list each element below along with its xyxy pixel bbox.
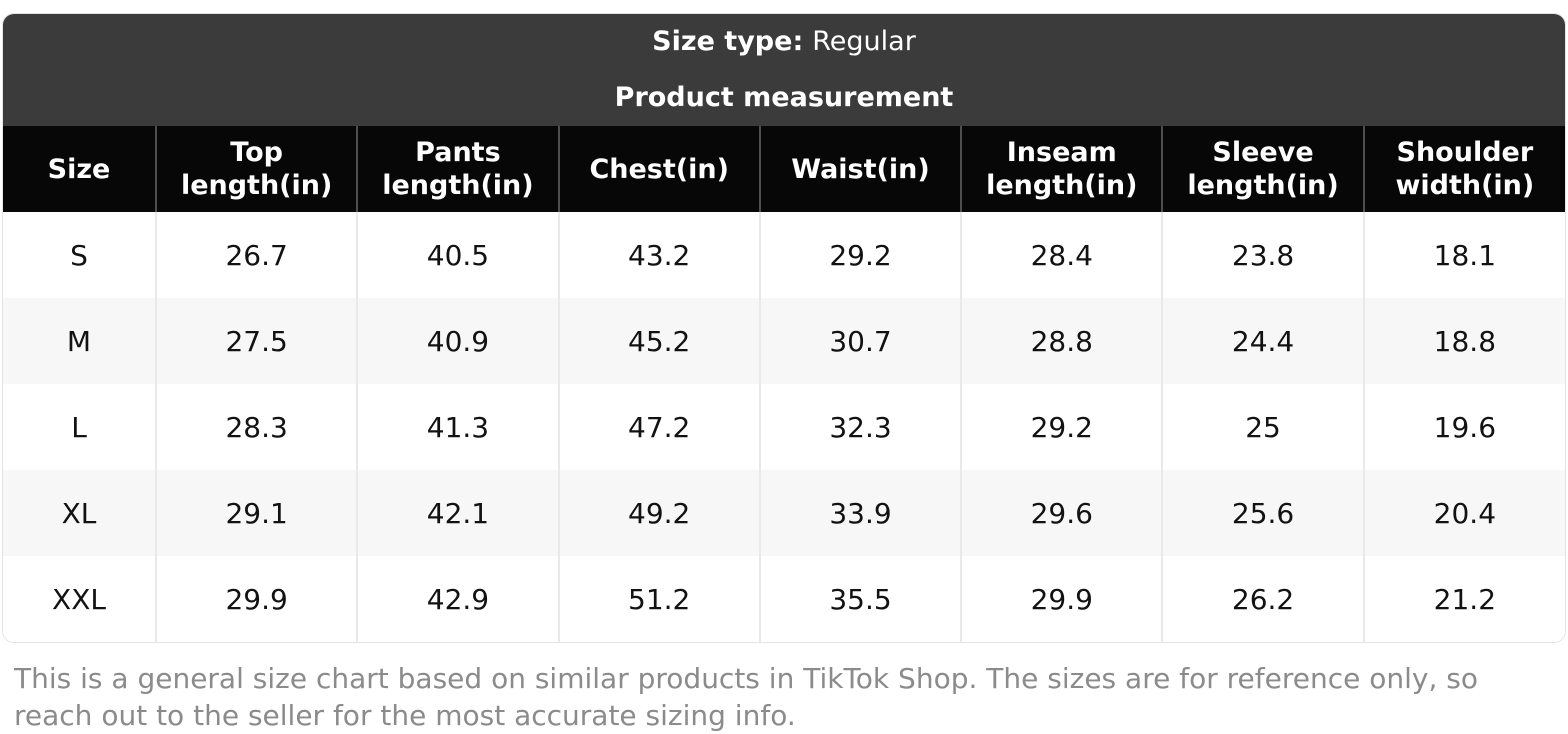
value-cell: 51.2 (557, 556, 760, 642)
column-header-top-length: Top length(in) (154, 126, 358, 212)
value-cell: 29.6 (960, 470, 1163, 556)
size-cell: XL (3, 470, 156, 556)
value-cell: 33.9 (758, 470, 962, 556)
size-type-label: Size type: (652, 26, 804, 57)
value-cell: 47.2 (557, 384, 760, 470)
value-cell: 28.4 (960, 212, 1163, 298)
value-cell: 24.4 (1161, 298, 1364, 384)
value-cell: 30.7 (758, 298, 962, 384)
value-cell: 42.1 (356, 470, 559, 556)
value-cell: 28.8 (960, 298, 1163, 384)
size-chart-banner: Size type: Regular Product measurement (3, 14, 1565, 126)
table-row-xxl: XXL 29.9 42.9 51.2 35.5 29.9 26.2 21.2 (3, 556, 1565, 642)
value-cell: 20.4 (1362, 470, 1565, 556)
value-cell: 42.9 (356, 556, 559, 642)
value-cell: 23.8 (1161, 212, 1364, 298)
column-header-chest: Chest(in) (557, 126, 760, 212)
value-cell: 29.1 (154, 470, 358, 556)
size-cell: S (3, 212, 156, 298)
column-header-waist: Waist(in) (758, 126, 962, 212)
value-cell: 35.5 (758, 556, 962, 642)
size-table: Size Top length(in) Pants length(in) Che… (3, 126, 1565, 642)
value-cell: 43.2 (557, 212, 760, 298)
value-cell: 26.7 (154, 212, 358, 298)
value-cell: 18.1 (1362, 212, 1565, 298)
size-cell: XXL (3, 556, 156, 642)
value-cell: 21.2 (1362, 556, 1565, 642)
value-cell: 18.8 (1362, 298, 1565, 384)
table-row-xl: XL 29.1 42.1 49.2 33.9 29.6 25.6 20.4 (3, 470, 1565, 556)
value-cell: 29.2 (758, 212, 962, 298)
size-type-value: Regular (812, 26, 916, 57)
size-chart-card: Size type: Regular Product measurement Si… (2, 13, 1566, 643)
table-row-s: S 26.7 40.5 43.2 29.2 28.4 23.8 18.1 (3, 212, 1565, 298)
product-measurement-title: Product measurement (614, 82, 954, 113)
value-cell: 28.3 (154, 384, 358, 470)
size-table-header-row: Size Top length(in) Pants length(in) Che… (3, 126, 1565, 212)
value-cell: 49.2 (557, 470, 760, 556)
column-header-shoulder-width: Shoulder width(in) (1362, 126, 1565, 212)
column-header-pants-length: Pants length(in) (356, 126, 559, 212)
value-cell: 26.2 (1161, 556, 1364, 642)
value-cell: 29.9 (154, 556, 358, 642)
table-row-m: M 27.5 40.9 45.2 30.7 28.8 24.4 18.8 (3, 298, 1565, 384)
column-header-inseam-length: Inseam length(in) (960, 126, 1163, 212)
value-cell: 19.6 (1362, 384, 1565, 470)
value-cell: 40.5 (356, 212, 559, 298)
value-cell: 25.6 (1161, 470, 1364, 556)
size-cell: M (3, 298, 156, 384)
value-cell: 45.2 (557, 298, 760, 384)
column-header-sleeve-length: Sleeve length(in) (1161, 126, 1364, 212)
column-header-size: Size (3, 126, 156, 212)
value-cell: 40.9 (356, 298, 559, 384)
table-row-l: L 28.3 41.3 47.2 32.3 29.2 25 19.6 (3, 384, 1565, 470)
value-cell: 32.3 (758, 384, 962, 470)
size-type-line: Size type: Regular (3, 14, 1565, 70)
size-cell: L (3, 384, 156, 470)
value-cell: 41.3 (356, 384, 559, 470)
disclaimer-note: This is a general size chart based on si… (14, 662, 1478, 732)
value-cell: 25 (1161, 384, 1364, 470)
value-cell: 29.2 (960, 384, 1163, 470)
value-cell: 27.5 (154, 298, 358, 384)
value-cell: 29.9 (960, 556, 1163, 642)
